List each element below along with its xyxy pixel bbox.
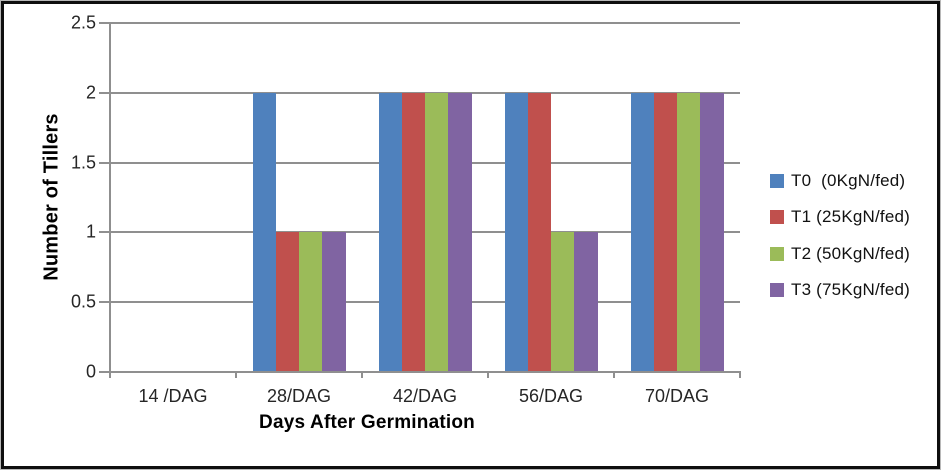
x-tick [109,372,111,378]
x-tick-label: 42/DAG [392,386,458,406]
bar [653,92,677,372]
x-tick [739,372,741,378]
legend-label: T0 (0KgN/fed) [791,171,906,190]
bar [574,232,598,372]
bar [299,232,323,372]
x-tick [235,372,237,378]
y-tick-label: 2 [85,82,96,103]
x-axis-title: Days After Germination [259,412,475,433]
y-tick [99,301,110,304]
bar [425,92,449,372]
legend-item: T1 (25KgN/fed) [770,206,910,228]
bar [322,232,346,372]
x-tick-label: 28/DAG [266,386,332,406]
bar [551,232,575,372]
x-tick-label: 14 /DAG [138,386,208,406]
bar [677,92,701,372]
y-tick-label: 1 [85,221,96,242]
legend-label: T2 (50KgN/fed) [791,243,911,263]
legend-swatch-icon [770,174,784,188]
bar [378,92,402,372]
legend-item: T0 (0KgN/fed) [770,170,905,192]
bar [630,92,654,372]
bar [275,232,299,372]
legend-swatch-icon [770,210,784,225]
legend-swatch-icon [770,282,784,297]
y-tick [99,22,110,24]
x-tick [613,372,615,378]
bar [448,92,472,372]
y-axis-title: Number of Tillers [40,113,63,281]
y-tick [99,91,110,94]
legend-label: T1 (25KgN/fed) [791,207,911,227]
x-tick-label: 70/DAG [644,386,710,406]
y-tick-label: 0.5 [70,291,96,312]
legend-label: T3 (75KgN/fed) [791,279,911,299]
bar [401,92,425,372]
y-tick [99,161,110,164]
x-tick [361,372,363,378]
x-tick-label: 56/DAG [518,386,584,406]
legend-item: T3 (75KgN/fed) [770,279,910,301]
y-tick-label: 2.5 [70,12,96,33]
y-tick-label: 0 [85,361,96,382]
legend-item: T2 (50KgN/fed) [770,243,910,265]
bar [527,92,551,372]
y-axis-line [109,23,111,378]
x-axis-line [99,371,741,373]
x-tick [487,372,489,378]
bar [700,92,724,372]
legend-swatch-icon [770,246,784,261]
gridline [110,22,740,24]
y-tick [99,231,110,234]
bar [504,92,528,372]
y-tick-label: 1.5 [70,152,96,173]
bar [252,92,276,372]
